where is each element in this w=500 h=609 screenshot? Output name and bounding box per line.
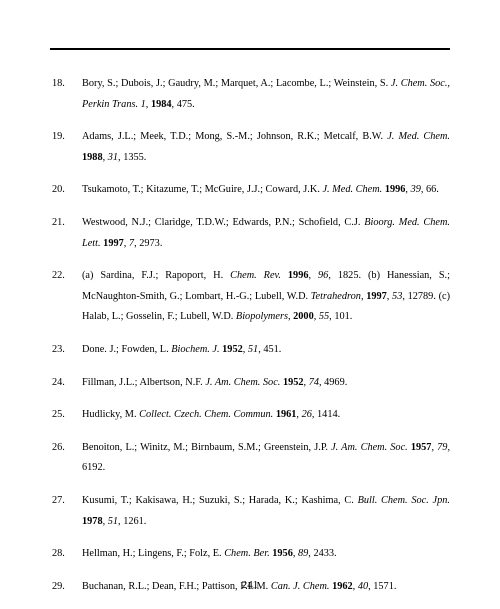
reference-body: Hellman, H.; Lingens, F.; Folz, E. Chem.…: [82, 544, 450, 565]
reference-item: 19.Adams, J.L.; Meek, T.D.; Mong, S.-M.;…: [50, 127, 450, 168]
reference-body: Adams, J.L.; Meek, T.D.; Mong, S.-M.; Jo…: [82, 127, 450, 168]
reference-item: 26.Benoiton, L.; Winitz, M.; Birnbaum, S…: [50, 438, 450, 479]
reference-item: 27.Kusumi, T.; Kakisawa, H.; Suzuki, S.;…: [50, 491, 450, 532]
reference-body: Done. J.; Fowden, L. Biochem. J. 1952, 5…: [82, 340, 450, 361]
reference-list: 18.Bory, S.; Dubois, J.; Gaudry, M.; Mar…: [50, 74, 450, 597]
reference-body: Kusumi, T.; Kakisawa, H.; Suzuki, S.; Ha…: [82, 491, 450, 532]
reference-number: 25.: [50, 405, 82, 426]
reference-body: Fillman, J.L.; Albertson, N.F. J. Am. Ch…: [82, 373, 450, 394]
reference-item: 21.Westwood, N.J.; Claridge, T.D.W.; Edw…: [50, 213, 450, 254]
horizontal-rule: [50, 48, 450, 50]
reference-item: 20.Tsukamoto, T.; Kitazume, T.; McGuire,…: [50, 180, 450, 201]
reference-number: 20.: [50, 180, 82, 201]
page-number: 241: [0, 579, 500, 591]
reference-item: 25.Hudlicky, M. Collect. Czech. Chem. Co…: [50, 405, 450, 426]
reference-body: Benoiton, L.; Winitz, M.; Birnbaum, S.M.…: [82, 438, 450, 479]
reference-number: 27.: [50, 491, 82, 532]
reference-number: 23.: [50, 340, 82, 361]
reference-number: 18.: [50, 74, 82, 115]
reference-body: Westwood, N.J.; Claridge, T.D.W.; Edward…: [82, 213, 450, 254]
reference-item: 24.Fillman, J.L.; Albertson, N.F. J. Am.…: [50, 373, 450, 394]
reference-item: 28.Hellman, H.; Lingens, F.; Folz, E. Ch…: [50, 544, 450, 565]
reference-number: 21.: [50, 213, 82, 254]
reference-body: Tsukamoto, T.; Kitazume, T.; McGuire, J.…: [82, 180, 450, 201]
reference-number: 28.: [50, 544, 82, 565]
reference-body: (a) Sardina, F.J.; Rapoport, H. Chem. Re…: [82, 266, 450, 328]
reference-number: 22.: [50, 266, 82, 328]
reference-number: 19.: [50, 127, 82, 168]
reference-item: 22.(a) Sardina, F.J.; Rapoport, H. Chem.…: [50, 266, 450, 328]
reference-body: Bory, S.; Dubois, J.; Gaudry, M.; Marque…: [82, 74, 450, 115]
reference-item: 18.Bory, S.; Dubois, J.; Gaudry, M.; Mar…: [50, 74, 450, 115]
reference-item: 23.Done. J.; Fowden, L. Biochem. J. 1952…: [50, 340, 450, 361]
reference-body: Hudlicky, M. Collect. Czech. Chem. Commu…: [82, 405, 450, 426]
reference-number: 26.: [50, 438, 82, 479]
reference-number: 24.: [50, 373, 82, 394]
